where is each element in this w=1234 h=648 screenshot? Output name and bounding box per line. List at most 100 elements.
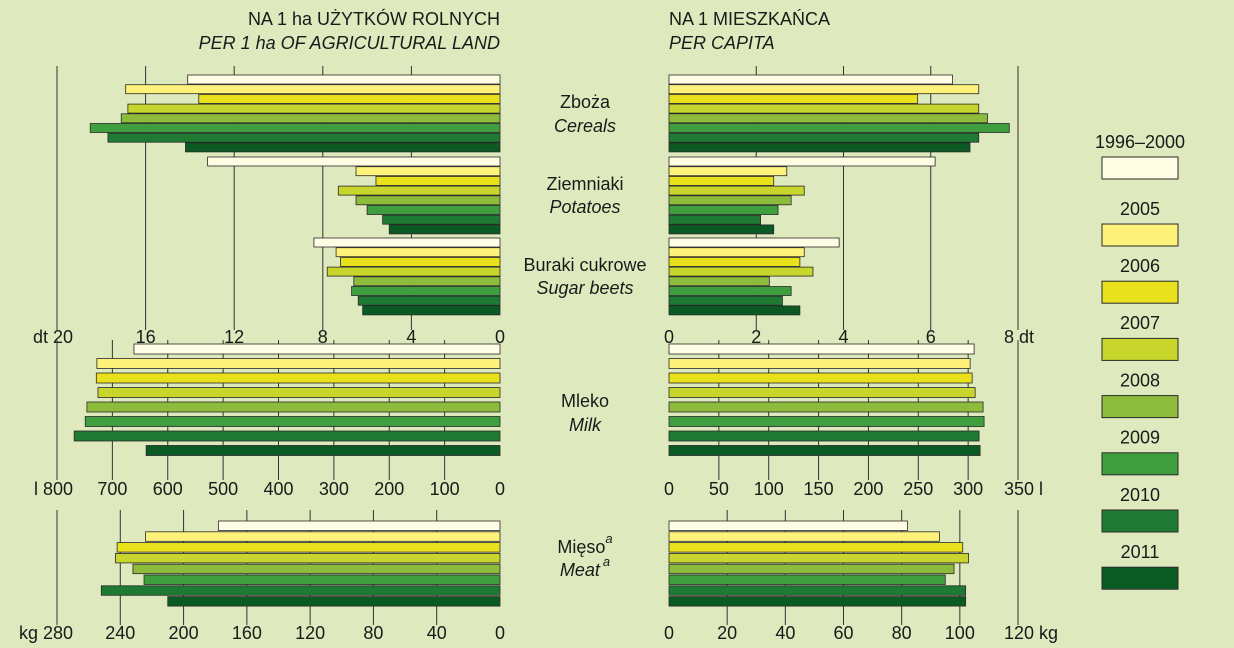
category-label-en: Cereals: [554, 116, 616, 136]
x-tick-label: 8 dt: [1004, 327, 1034, 347]
x-tick-label: 200: [169, 623, 199, 643]
category-name: Buraki cukrowe: [523, 255, 646, 275]
bar: [355, 195, 501, 206]
x-tick-label: kg 280: [19, 623, 73, 643]
bar: [340, 256, 501, 267]
x-tick-label: 250: [903, 479, 933, 499]
bar: [668, 195, 792, 206]
category-label: Buraki cukrowe: [523, 255, 646, 275]
bar: [337, 185, 501, 196]
bar: [668, 256, 801, 267]
bar: [375, 175, 501, 186]
x-tick-label: 0: [664, 479, 674, 499]
bar: [668, 372, 973, 384]
x-tick-label: 4: [838, 327, 848, 347]
legend-swatch: [1101, 280, 1179, 304]
bar: [668, 585, 967, 596]
bar: [668, 166, 788, 177]
bar: [668, 553, 969, 564]
bar: [217, 520, 501, 531]
bar: [668, 103, 980, 114]
bar: [668, 224, 775, 235]
bar: [668, 416, 985, 427]
category-label-en: Sugar beets: [536, 278, 633, 298]
bar: [84, 416, 501, 427]
category-name-en: Meat: [560, 560, 601, 580]
category-name-en: Cereals: [554, 116, 616, 136]
bar: [668, 574, 946, 585]
x-tick-label: 40: [775, 623, 795, 643]
legend-swatch: [1101, 566, 1179, 590]
x-tick-label: 6: [926, 327, 936, 347]
note-marker: a: [605, 531, 612, 546]
category-name-en: Sugar beets: [536, 278, 633, 298]
bar: [668, 237, 840, 248]
x-tick-label: 4: [406, 327, 416, 347]
x-tick-label: 0: [664, 327, 674, 347]
category-name: Mleko: [561, 391, 609, 411]
bar: [668, 175, 775, 186]
x-tick-label: 350 l: [1004, 479, 1043, 499]
x-tick-label: 50: [709, 479, 729, 499]
bar: [351, 286, 501, 296]
bar: [120, 113, 501, 124]
bar: [313, 237, 501, 248]
x-tick-label: 120: [295, 623, 325, 643]
bar: [668, 343, 975, 355]
bar: [668, 123, 1010, 133]
legend-label: 2005: [1120, 199, 1160, 219]
right-subtitle: PER CAPITA: [669, 33, 775, 53]
x-tick-label: 20: [717, 623, 737, 643]
x-tick-label: 100: [754, 479, 784, 499]
bar: [668, 305, 801, 316]
legend-label: 2010: [1120, 485, 1160, 505]
bar: [668, 531, 940, 542]
bar: [668, 401, 984, 413]
category-name: Ziemniaki: [546, 174, 623, 194]
x-tick-label: 80: [363, 623, 383, 643]
bar: [668, 387, 976, 398]
bar: [86, 401, 501, 413]
bar: [668, 205, 779, 215]
x-tick-label: 16: [136, 327, 156, 347]
bar: [668, 185, 805, 196]
x-tick-label: 0: [495, 327, 505, 347]
right-title: NA 1 MIESZKAŃCA: [669, 9, 830, 29]
bar: [95, 372, 501, 384]
x-tick-label: 12: [224, 327, 244, 347]
bar: [668, 84, 980, 95]
x-tick-label: 700: [97, 479, 127, 499]
bar: [73, 430, 501, 442]
category-label: Mięsoa: [557, 531, 612, 556]
bar: [353, 276, 501, 287]
legend-label: 2008: [1120, 370, 1160, 390]
bar: [668, 358, 971, 369]
bar: [668, 596, 967, 607]
bar: [388, 224, 501, 235]
legend-swatch: [1101, 452, 1179, 476]
bar: [668, 563, 955, 575]
bar: [89, 123, 501, 133]
bar: [116, 542, 501, 553]
x-tick-label: 40: [427, 623, 447, 643]
category-label-en: Potatoes: [549, 197, 620, 217]
bar: [668, 113, 988, 124]
bar: [668, 74, 953, 85]
bar: [382, 214, 501, 225]
legend-swatch: [1101, 223, 1179, 247]
note-marker: a: [603, 554, 610, 569]
bar: [207, 156, 501, 167]
bar: [357, 295, 501, 306]
category-name: Zboża: [560, 92, 611, 112]
x-tick-label: 0: [495, 479, 505, 499]
legend-label: 1996–2000: [1095, 132, 1185, 152]
legend-label: 2006: [1120, 256, 1160, 276]
x-tick-label: 160: [232, 623, 262, 643]
bar: [187, 74, 501, 85]
bar: [668, 156, 936, 167]
bar: [143, 574, 501, 585]
bar: [145, 445, 501, 456]
x-tick-label: 100: [430, 479, 460, 499]
bar: [355, 166, 501, 177]
